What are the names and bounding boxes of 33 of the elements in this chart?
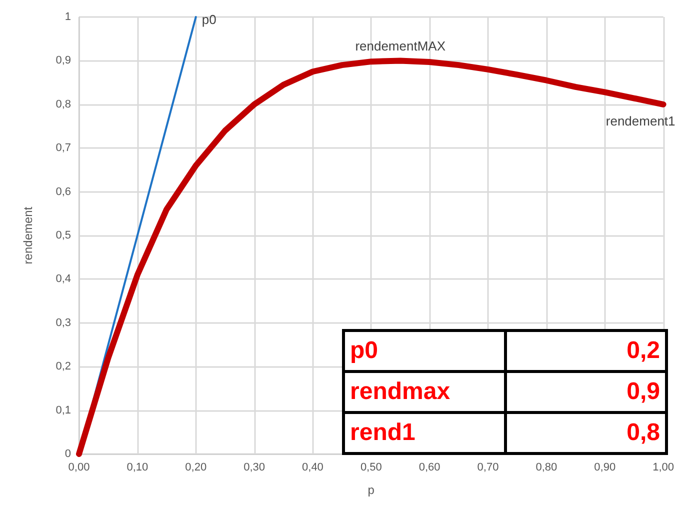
y-axis-title: rendement: [21, 206, 35, 264]
y-tick-label: 0,8: [56, 98, 71, 110]
x-tick-label: 0,10: [126, 462, 148, 474]
y-tick-label: 0,6: [56, 186, 71, 198]
y-tick-label: 0,4: [56, 273, 71, 286]
x-tick-label: 0,80: [536, 462, 558, 474]
y-tick-label: 0,7: [56, 142, 71, 154]
y-tick-label: 0,1: [56, 404, 71, 416]
annotation: p0: [202, 12, 216, 27]
annotation: rendement1: [606, 113, 676, 128]
annotation: 0,9: [505, 372, 666, 412]
y-tick-label: 0: [64, 448, 71, 460]
x-tick-label: 1,00: [652, 462, 674, 474]
annotation: 0,2: [505, 330, 666, 372]
x-axis-title: p: [368, 483, 375, 497]
y-tick-label: 0,3: [56, 316, 71, 329]
x-tick-label: 0,60: [418, 462, 440, 474]
x-tick-label: 0,70: [477, 462, 499, 474]
x-tick-label: 0,40: [302, 462, 324, 474]
annotation: rend1: [344, 412, 505, 454]
y-tick-label: 0,9: [56, 54, 71, 67]
annotation: rendmax: [344, 372, 505, 412]
y-tick-label: 0,2: [56, 360, 71, 373]
annotation: rendementMAX: [355, 38, 446, 54]
x-tick-label: 0,50: [360, 462, 382, 474]
x-tick-label: 0,30: [244, 462, 265, 474]
y-tick-label: 1: [64, 11, 71, 23]
x-tick-label: 0,00: [68, 462, 90, 474]
x-tick-label: 0,20: [185, 462, 207, 474]
annotation: 0,8: [505, 412, 666, 454]
x-tick-label: 0,90: [594, 462, 616, 474]
y-tick-label: 0,5: [56, 230, 71, 242]
annotation: p0: [344, 330, 505, 372]
